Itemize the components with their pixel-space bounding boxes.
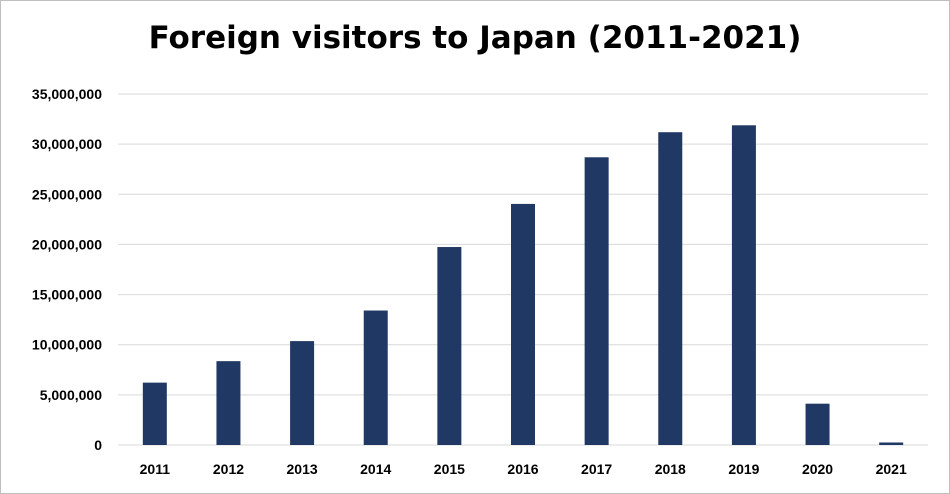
x-tick-label: 2016 [507,461,538,477]
x-tick-label: 2018 [655,461,686,477]
x-tick-label: 2014 [360,461,391,477]
bar-2016 [511,203,535,445]
x-tick-label: 2015 [434,461,465,477]
y-tick-label: 0 [94,437,102,453]
chart-title: Foreign visitors to Japan (2011-2021) [148,20,802,56]
bar-2013 [290,341,315,445]
x-tick-label: 2012 [213,461,244,477]
bar-2012 [216,361,241,445]
x-tick-label: 2013 [287,461,318,477]
y-tick-label: 5,000,000 [40,387,102,403]
x-axis-tick-labels: 2011 2012 2013 2014 2015 2016 2017 2018 2019 2020… [140,461,907,477]
x-tick-label: 2019 [728,461,759,477]
y-tick-label: 30,000,000 [32,136,102,152]
bar-2020 [805,403,830,445]
y-axis-tick-labels: 0 5,000,000 10,000,000 15,000,000 20,000,000… [32,86,102,453]
y-tick-label: 35,000,000 [32,86,102,102]
bar-2021 [879,442,904,445]
bar-2015 [437,247,462,445]
y-tick-label: 15,000,000 [32,287,102,303]
bar-2014 [363,310,388,445]
y-tick-label: 25,000,000 [32,186,102,202]
x-tick-label: 2017 [581,461,612,477]
x-tick-label: 2020 [802,461,833,477]
y-tick-label: 10,000,000 [32,337,102,353]
bar-2011 [142,382,167,445]
bar-2017 [584,157,609,446]
bars [142,125,904,446]
bar-2018 [658,132,683,445]
bar-2019 [731,125,756,445]
x-tick-label: 2011 [140,461,171,477]
y-tick-label: 20,000,000 [32,236,102,252]
x-tick-label: 2021 [876,461,907,477]
